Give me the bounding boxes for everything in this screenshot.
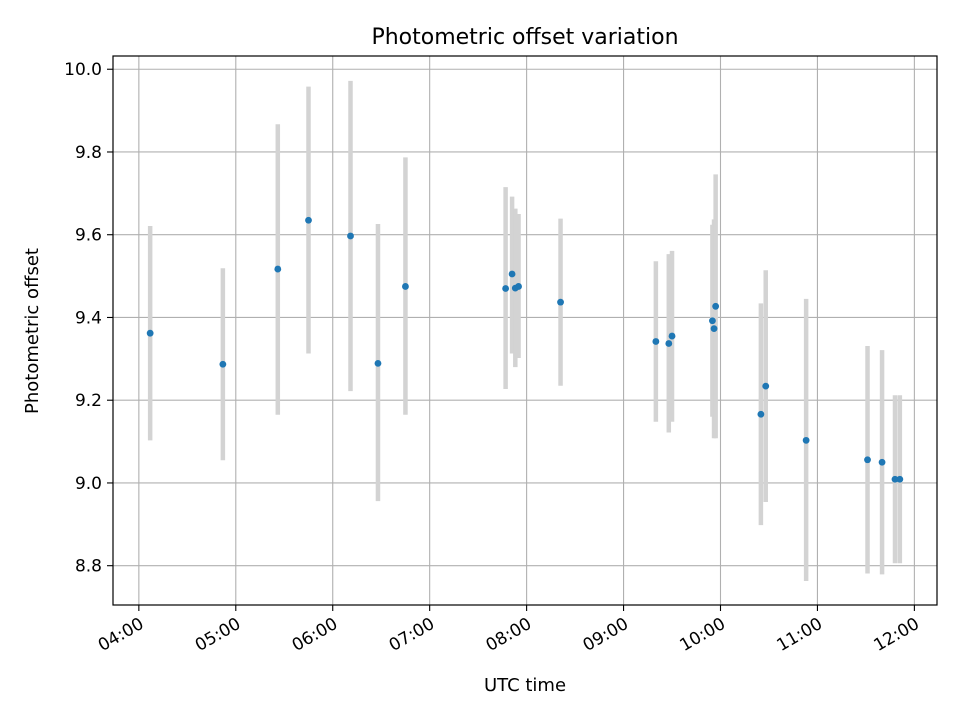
y-tick-label: 9.4 bbox=[75, 308, 102, 328]
data-point bbox=[864, 456, 871, 464]
data-point bbox=[146, 329, 154, 337]
data-point bbox=[557, 298, 564, 306]
data-point bbox=[374, 359, 382, 367]
data-points bbox=[146, 216, 904, 483]
y-tick-label: 9.6 bbox=[75, 226, 102, 246]
data-point bbox=[896, 475, 904, 483]
data-point bbox=[757, 410, 765, 418]
data-point bbox=[878, 458, 886, 466]
data-point bbox=[762, 382, 770, 390]
data-point bbox=[502, 285, 510, 292]
data-point bbox=[668, 332, 676, 340]
data-point bbox=[652, 338, 660, 345]
y-tick-label: 9.0 bbox=[75, 474, 102, 494]
y-tick-label: 9.2 bbox=[75, 391, 102, 411]
data-point bbox=[665, 340, 673, 347]
y-tick-label: 10.0 bbox=[64, 60, 102, 80]
data-point bbox=[709, 317, 716, 325]
data-point bbox=[347, 232, 354, 240]
grid-lines bbox=[113, 56, 937, 605]
data-point bbox=[274, 265, 282, 273]
y-ticks: 8.8 9.0 9.2 9.4 9.6 9.8 10.0 bbox=[64, 60, 113, 577]
plot-frame bbox=[112, 55, 938, 606]
data-point bbox=[508, 270, 516, 278]
data-point bbox=[515, 283, 522, 290]
chart-title: Photometric offset variation bbox=[371, 25, 678, 50]
y-tick-label: 9.8 bbox=[75, 143, 102, 163]
y-axis-label: Photometric offset bbox=[22, 248, 43, 414]
data-point bbox=[802, 436, 810, 444]
data-point bbox=[891, 475, 899, 483]
y-tick-label: 8.8 bbox=[75, 557, 102, 577]
data-point bbox=[710, 325, 718, 333]
data-point bbox=[305, 216, 312, 224]
data-point bbox=[219, 360, 227, 368]
data-point bbox=[712, 302, 720, 310]
x-axis-label: UTC time bbox=[484, 675, 566, 696]
data-point bbox=[402, 283, 409, 290]
